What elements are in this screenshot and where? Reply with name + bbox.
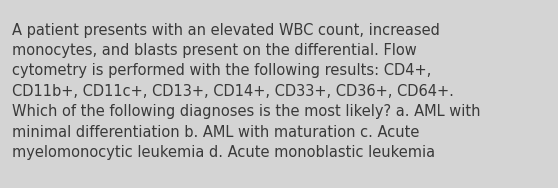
Text: A patient presents with an elevated WBC count, increased
monocytes, and blasts p: A patient presents with an elevated WBC … bbox=[12, 23, 481, 160]
